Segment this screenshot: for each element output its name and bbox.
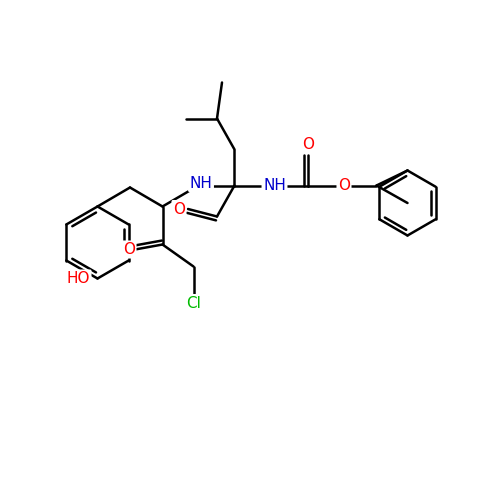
Text: O: O [173,202,185,216]
Text: O: O [338,178,350,193]
Text: Cl: Cl [186,296,201,310]
Text: O: O [302,137,314,152]
Text: O: O [123,242,135,257]
Text: NH: NH [190,176,212,190]
Text: HO: HO [66,271,90,286]
Text: NH: NH [263,178,286,193]
